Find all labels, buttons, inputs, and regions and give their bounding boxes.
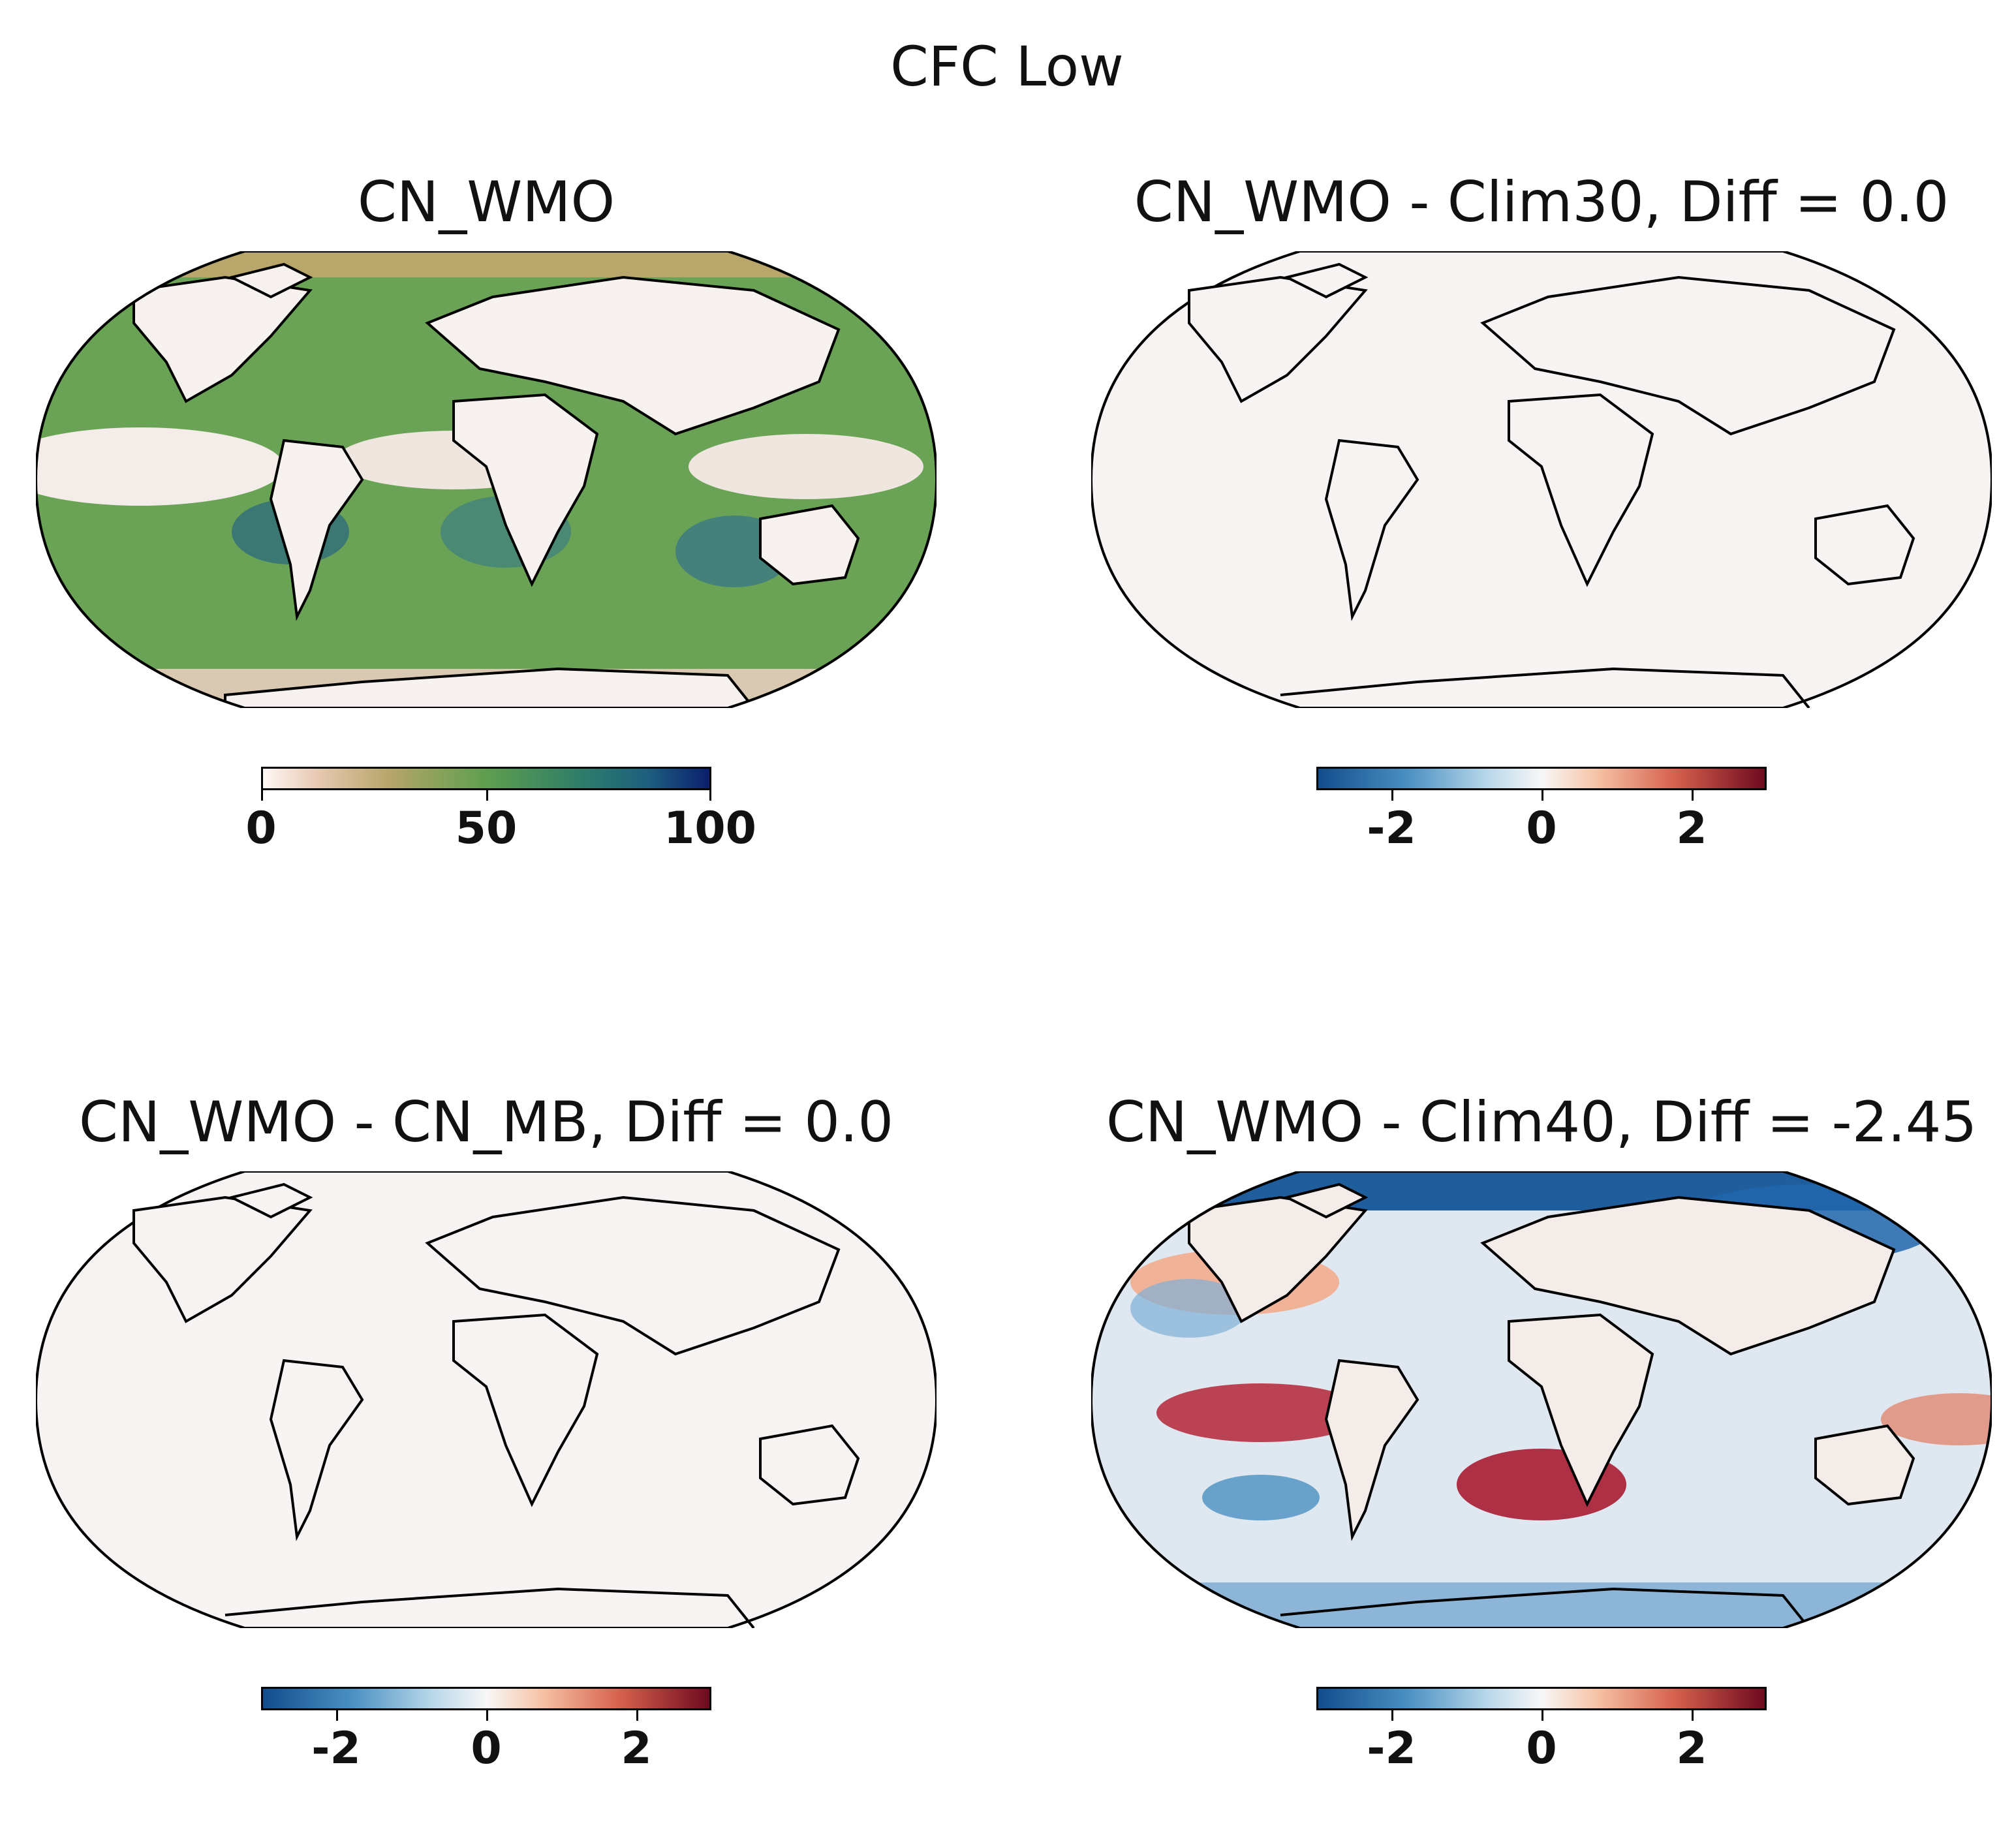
eurasia [425,275,841,436]
colorbar-tick [486,1710,488,1721]
greenland [1283,1182,1369,1219]
cloud-band [36,427,284,506]
antarctica [225,1587,755,1628]
cloud-band [689,434,923,499]
continents [132,1182,860,1628]
figure-title: CFC Low [890,35,1124,99]
continents [1188,262,1915,708]
panel-title: CN_WMO - Clim30, Diff = 0.0 [1134,170,1949,235]
colorbar-tick-label: 2 [621,1723,652,1774]
africa [452,393,599,587]
south-america [269,1359,364,1541]
eurasia [1480,275,1896,436]
world-map-cn-mb-diff [36,1171,937,1628]
continents [132,262,860,708]
colorbar-tick-label: 50 [455,803,518,854]
south-america [269,439,364,621]
south-america [1324,1359,1419,1541]
colorbar [1316,767,1767,790]
australia [759,1424,860,1506]
colorbar-tick-label: 100 [664,803,756,854]
south-america [1324,439,1419,621]
greenland [228,1182,313,1219]
colorbar-tick-label: 0 [1526,1723,1557,1774]
map-panel-clim40-diff: CN_WMO - Clim40, Diff = -2.45 [1091,1086,1992,1843]
panel-title: CN_WMO - Clim40, Diff = -2.45 [1106,1090,1977,1155]
antarctica [224,667,757,708]
colorbar-tick [709,790,711,801]
australia [759,504,860,586]
eurasia [425,1195,841,1356]
map-panel-clim30-diff: CN_WMO - Clim30, Diff = 0.0 -2 0 2 [1091,166,1992,923]
antarctica [1280,667,1810,708]
africa [1508,393,1654,587]
colorbar-tick-label: -2 [1367,803,1416,854]
colorbar-tick-label: -2 [1367,1723,1416,1774]
australia [1814,1424,1915,1506]
colorbar-tick [336,1710,338,1721]
colorbar-tick-label: 0 [1526,803,1557,854]
colorbar-tick [1541,1710,1543,1721]
australia [1814,504,1915,586]
positive-anomaly [1881,1393,1992,1445]
world-map-clim40-diff [1091,1171,1992,1628]
africa [1508,1313,1654,1507]
colorbar-tick-label: 0 [245,803,277,854]
greenland [228,262,313,299]
colorbar [1316,1687,1767,1710]
map-boundary [1091,1171,1992,1628]
colorbar-tick [1391,790,1393,801]
panel-title: CN_WMO - CN_MB, Diff = 0.0 [78,1090,894,1155]
colorbar-tick [261,790,263,801]
colorbar-tick [1391,1710,1393,1721]
africa [452,1313,599,1507]
colorbar-tick-label: -2 [311,1723,361,1774]
antarctic-negative-band [1091,1582,1992,1628]
colorbar-tick [1692,790,1694,801]
colorbar-tick-label: 0 [471,1723,502,1774]
colorbar-tick-label: 2 [1676,1723,1707,1774]
panel-title: CN_WMO [357,170,615,235]
colorbar-tick [1541,790,1543,801]
greenland [1283,262,1369,299]
antarctica [1280,1587,1810,1628]
colorbar-tick [486,790,488,801]
map-panel-cn-wmo: CN_WMO 0 [36,166,937,923]
world-map-clim30-diff [1091,251,1992,708]
colorbar [261,767,711,790]
negative-anomaly [1130,1279,1248,1338]
colorbar [261,1687,711,1710]
eurasia [1480,1195,1896,1356]
world-map-cn-wmo [36,251,937,708]
continents [1188,1182,1915,1628]
negative-anomaly [1202,1475,1320,1520]
colorbar-tick-label: 2 [1676,803,1707,854]
map-boundary [36,251,937,708]
arctic-band [36,251,937,277]
positive-anomaly [1156,1383,1365,1442]
colorbar-tick [1692,1710,1694,1721]
colorbar-tick [636,1710,638,1721]
map-panel-cn-mb-diff: CN_WMO - CN_MB, Diff = 0.0 -2 0 2 [36,1086,937,1843]
